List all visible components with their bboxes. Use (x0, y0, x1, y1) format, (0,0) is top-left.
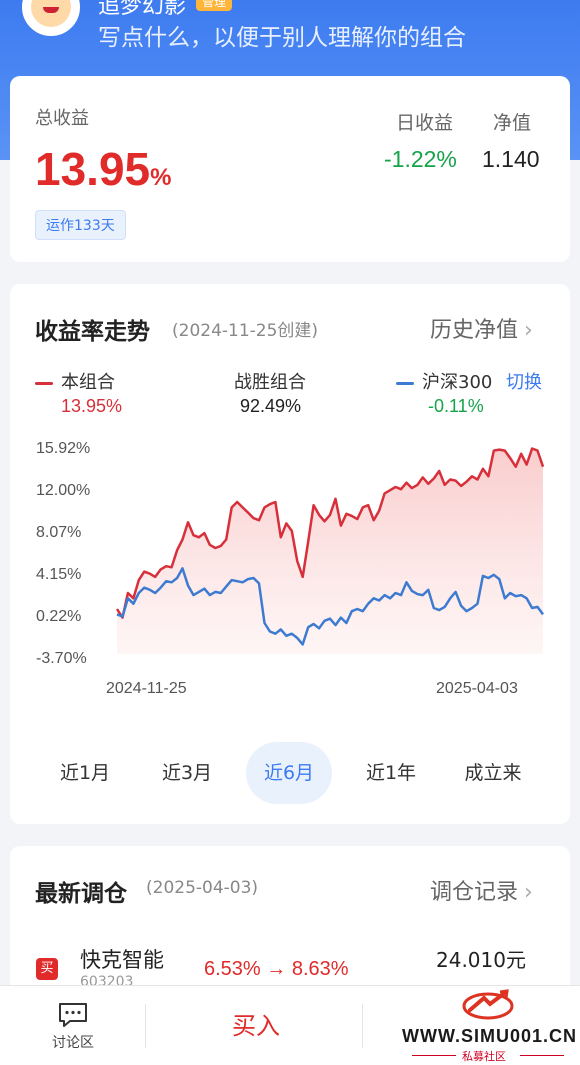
watermark-line (412, 1055, 456, 1056)
total-return-value: 13.95% (35, 143, 172, 195)
y-tick-label: 15.92% (36, 440, 91, 457)
rebalance-date: (2025-04-03) (146, 878, 259, 898)
y-tick-label: 4.15% (36, 566, 82, 583)
rebalance-title: 最新调仓 (35, 881, 127, 907)
return-trend-card: 收益率走势 (2024-11-25创建) 历史净值 › 本组合 13.95% 战胜… (10, 284, 570, 824)
legend-csi300: 沪深300 (396, 368, 492, 394)
period-selector: 近1月 近3月 近6月 近1年 成立来 (10, 742, 570, 804)
daily-return-label: 日收益 (396, 112, 454, 134)
daily-return-value: -1.22% (384, 146, 457, 172)
divider (145, 1004, 146, 1048)
buy-button[interactable]: 买入 (232, 1012, 280, 1040)
watermark-subtitle: 私募社区 (462, 1050, 506, 1063)
legend-beat-value: 92.49% (240, 396, 302, 416)
manager-badge: 管理 (196, 0, 233, 11)
chart-subtitle: (2024-11-25创建) (172, 321, 319, 341)
chevron-right-icon: › (524, 318, 533, 343)
y-tick-label: 0.22% (36, 608, 82, 625)
bottom-action-bar: 讨论区 买入 WWW.SIMU001.CN 私募社区 (0, 985, 580, 1065)
legend-portfolio-value: 13.95% (61, 396, 123, 416)
period-1y[interactable]: 近1年 (365, 762, 417, 784)
csi300-series-line (116, 567, 545, 646)
period-3m[interactable]: 近3月 (161, 762, 213, 784)
legend-beat: 战胜组合 (234, 372, 306, 393)
portfolio-owner-name: 追梦幻影 (98, 0, 187, 19)
period-since-inception[interactable]: 成立来 (464, 762, 522, 784)
period-6m[interactable]: 近6月 (246, 742, 332, 804)
legend-portfolio: 本组合 (35, 368, 115, 394)
portfolio-area-fill (117, 448, 543, 654)
return-chart[interactable] (115, 430, 545, 676)
running-days-badge: 运作133天 (35, 210, 126, 240)
nav-label: 净值 (493, 112, 532, 134)
profit-summary-card: 总收益 13.95% 运作133天 日收益 净值 -1.22% 1.140 (10, 76, 570, 262)
x-start-label: 2024-11-25 (106, 680, 187, 697)
y-tick-label: 8.07% (36, 524, 82, 541)
portfolio-description[interactable]: 写点什么，以便于别人理解你的组合 (98, 25, 466, 51)
buy-action-badge: 买 (36, 958, 58, 980)
trade-price: 24.010元 (436, 948, 526, 972)
position-change: 6.53% → 8.63% (204, 958, 349, 980)
portfolio-series-line (115, 447, 545, 619)
y-tick-label: -3.70% (36, 650, 87, 667)
chart-title: 收益率走势 (35, 319, 150, 345)
watermark-logo-icon (462, 989, 514, 1020)
stock-name[interactable]: 快克智能 (80, 948, 164, 972)
legend-csi300-value: -0.11% (428, 396, 484, 416)
total-return-label: 总收益 (35, 108, 89, 129)
switch-benchmark-button[interactable]: 切换 (506, 372, 542, 393)
period-1m[interactable]: 近1月 (59, 762, 111, 784)
watermark-line (520, 1055, 564, 1056)
avatar[interactable] (22, 0, 80, 36)
chat-icon[interactable] (58, 1002, 88, 1028)
rebalance-history-link[interactable]: 调仓记录 › (430, 880, 533, 905)
history-nav-link[interactable]: 历史净值 › (430, 318, 533, 343)
y-tick-label: 12.00% (36, 482, 91, 499)
x-end-label: 2025-04-03 (436, 680, 518, 697)
discuss-label[interactable]: 讨论区 (52, 1035, 94, 1051)
watermark-url: WWW.SIMU001.CN (402, 1026, 578, 1046)
chevron-right-icon: › (524, 880, 533, 905)
nav-value: 1.140 (482, 146, 540, 172)
divider (362, 1004, 363, 1048)
